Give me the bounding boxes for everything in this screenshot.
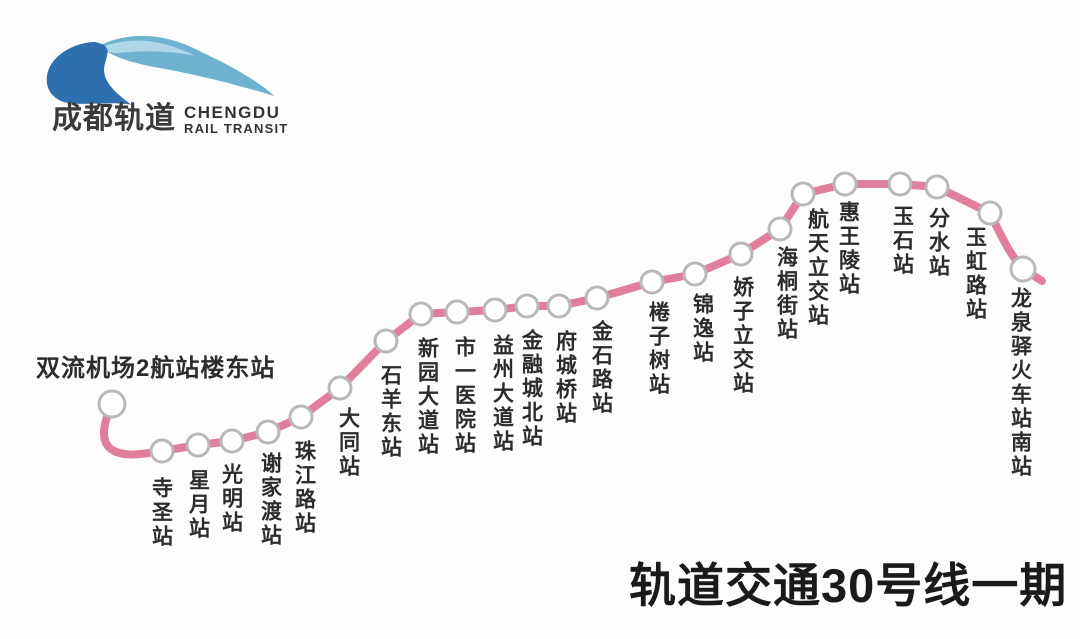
station-label: 龙泉驿火车站南站 xyxy=(1008,287,1032,479)
station-marker xyxy=(514,293,540,319)
terminus-station-marker xyxy=(1009,255,1037,283)
station-marker xyxy=(482,297,508,323)
station-label: 锦逸站 xyxy=(690,293,714,365)
station-marker xyxy=(185,432,211,458)
chengdu-rail-transit-logo: 成都轨道 CHENGDU RAIL TRANSIT xyxy=(30,28,310,153)
station-label: 星月站 xyxy=(186,469,210,541)
station-label: 大同站 xyxy=(336,407,360,479)
station-label: 金石路站 xyxy=(589,320,613,416)
station-label: 棬子树站 xyxy=(646,301,670,397)
station-label: 市一医院站 xyxy=(452,336,476,456)
station-label: 光明站 xyxy=(219,463,243,535)
station-marker xyxy=(327,375,353,401)
station-marker xyxy=(887,171,913,197)
station-marker xyxy=(767,216,793,242)
line-title: 轨道交通30号线一期 xyxy=(629,559,1068,612)
station-label: 惠王陵站 xyxy=(836,201,860,297)
station-marker xyxy=(255,419,281,445)
logo-chinese-name: 成都轨道 xyxy=(52,102,176,135)
station-marker xyxy=(546,293,572,319)
station-label: 金融城北站 xyxy=(519,329,543,449)
station-marker xyxy=(219,428,245,454)
station-label: 玉虹路站 xyxy=(963,226,987,322)
terminus-station-marker xyxy=(97,389,127,419)
station-label: 玉石站 xyxy=(890,205,914,277)
logo-text: 成都轨道 CHENGDU RAIL TRANSIT xyxy=(52,104,288,135)
station-marker xyxy=(444,299,470,325)
logo-english-name: CHENGDU RAIL TRANSIT xyxy=(184,103,289,136)
station-label: 府城桥站 xyxy=(553,330,577,426)
station-marker xyxy=(728,241,754,267)
station-marker xyxy=(408,301,434,327)
line-30-route xyxy=(100,180,1046,459)
station-marker xyxy=(373,328,399,354)
wave-logo-icon xyxy=(46,35,275,105)
station-marker xyxy=(584,285,610,311)
station-label: 海桐街站 xyxy=(774,246,798,342)
station-marker xyxy=(149,438,175,464)
station-label: 寺圣站 xyxy=(149,477,173,549)
station-label: 谢家渡站 xyxy=(258,452,282,548)
station-label: 娇子立交站 xyxy=(730,276,754,396)
station-label: 航天立交站 xyxy=(805,208,829,328)
station-marker xyxy=(639,269,665,295)
station-marker xyxy=(682,261,708,287)
station-label: 益州大道站 xyxy=(490,334,514,454)
station-label: 分水站 xyxy=(926,207,950,279)
station-label: 石羊东站 xyxy=(378,364,402,460)
station-marker xyxy=(288,404,314,430)
station-marker xyxy=(977,200,1003,226)
station-label: 双流机场2航站楼东站 xyxy=(36,355,276,382)
station-label: 新园大道站 xyxy=(415,337,439,457)
station-marker xyxy=(924,174,950,200)
station-marker xyxy=(832,171,858,197)
station-label: 珠江路站 xyxy=(292,440,316,536)
station-marker xyxy=(790,181,816,207)
